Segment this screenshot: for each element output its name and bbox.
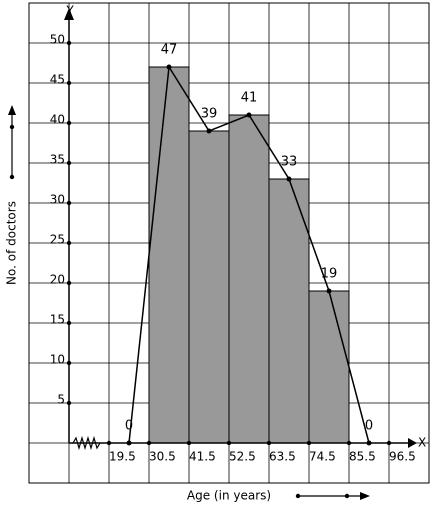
point-label: 0 <box>125 419 133 434</box>
x-tick-dot <box>346 440 352 446</box>
y-axis-label: No. of doctors <box>5 201 19 285</box>
y-tick-dot <box>66 80 72 86</box>
polygon-point <box>166 64 172 70</box>
y-tick-label: 35 <box>50 153 65 167</box>
point-label: 19 <box>321 267 338 282</box>
x-tick-label: 30.5 <box>149 450 176 464</box>
x-tick-label: 19.5 <box>109 450 136 464</box>
point-label: 47 <box>161 43 178 58</box>
y-tick-label: 15 <box>50 313 65 327</box>
polygon-point <box>246 112 252 118</box>
y-tick-dot <box>66 40 72 46</box>
x-tick-dot <box>266 440 272 446</box>
polygon-point <box>326 288 332 294</box>
point-label: 41 <box>241 91 258 106</box>
point-label: 39 <box>201 107 218 122</box>
x-tick-dot <box>106 440 112 446</box>
y-arrow <box>64 8 74 20</box>
y-tick-label: 25 <box>50 233 65 247</box>
y-tick-label: 40 <box>50 113 65 127</box>
x-tick-label: 63.5 <box>269 450 296 464</box>
x-tick-label: 96.5 <box>389 450 416 464</box>
polygon-point <box>126 440 132 446</box>
polygon-point <box>366 440 372 446</box>
y-tick-label: 45 <box>50 73 65 87</box>
y-tick-dot <box>66 280 72 286</box>
x-arrow <box>408 438 417 448</box>
x-tick-dot <box>186 440 192 446</box>
point-label: 33 <box>281 155 298 170</box>
y-tick-dot <box>66 160 72 166</box>
bar <box>188 130 230 444</box>
x-tick-label: 52.5 <box>229 450 256 464</box>
bar <box>148 66 190 444</box>
x-tick-dot <box>306 440 312 446</box>
point-label: 0 <box>365 419 373 434</box>
frequency-polygon: 0 47 39 41 33 19 0 <box>125 43 373 446</box>
y-tick-label: 5 <box>57 393 65 407</box>
x-label-arrow <box>295 492 370 500</box>
y-tick-dot <box>66 120 72 126</box>
bar <box>308 290 350 444</box>
x-axis-label: Age (in years) <box>187 489 271 503</box>
polygon-point <box>286 176 292 182</box>
x-tick-dot <box>386 440 392 446</box>
axis-break <box>72 435 101 451</box>
bar <box>228 114 270 444</box>
y-tick-dot <box>66 320 72 326</box>
y-tick-label: 10 <box>50 353 65 367</box>
y-tick-dot <box>66 400 72 406</box>
x-tick-label: 41.5 <box>189 450 216 464</box>
y-tick-dot <box>66 360 72 366</box>
y-tick-label: 30 <box>50 193 65 207</box>
y-tick-label: 50 <box>50 33 65 47</box>
y-tick-dot <box>66 240 72 246</box>
x-axis-letter: X <box>418 436 426 450</box>
bars <box>148 66 350 444</box>
x-tick-dot <box>146 440 152 446</box>
y-label-arrow <box>8 105 16 180</box>
x-tick-dot <box>226 440 232 446</box>
y-axis-letter: Y <box>65 4 74 18</box>
x-tick-label: 74.5 <box>309 450 336 464</box>
y-tick-dot <box>66 200 72 206</box>
polygon-point <box>206 128 212 134</box>
y-tick-label: 20 <box>50 273 65 287</box>
x-tick-label: 85.5 <box>349 450 376 464</box>
